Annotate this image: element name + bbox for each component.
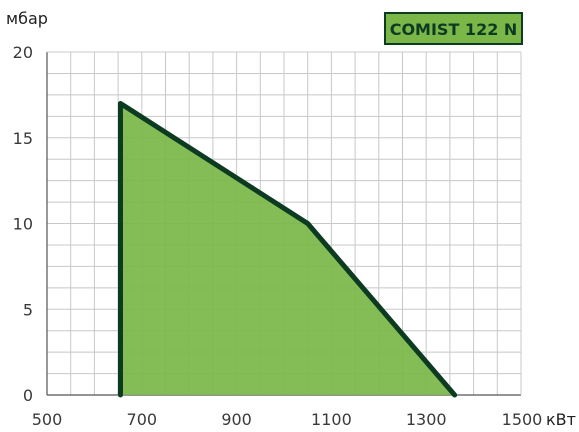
working-area-outline (117, 100, 458, 398)
y-tick-label: 15 (13, 129, 33, 148)
x-tick-label: 1300 (406, 410, 447, 429)
model-badge-box (384, 12, 523, 45)
y-tick-label: 0 (23, 386, 33, 405)
x-tick-label: 500 (32, 410, 63, 429)
x-tick-label: 700 (127, 410, 158, 429)
y-tick-label: 5 (23, 300, 33, 319)
y-tick-label: 10 (13, 215, 33, 234)
x-axis-unit: кВт (546, 410, 576, 429)
x-tick-label: 1100 (311, 410, 352, 429)
model-badge-label: COMIST 122 N (390, 20, 518, 39)
y-axis-unit: мбар (6, 9, 48, 28)
x-tick-label: 1500 (502, 410, 543, 429)
y-tick-label: 20 (13, 43, 33, 62)
working-area (120, 103, 455, 395)
x-tick-label: 900 (221, 410, 252, 429)
model-badge: COMIST 122 N (384, 12, 523, 45)
